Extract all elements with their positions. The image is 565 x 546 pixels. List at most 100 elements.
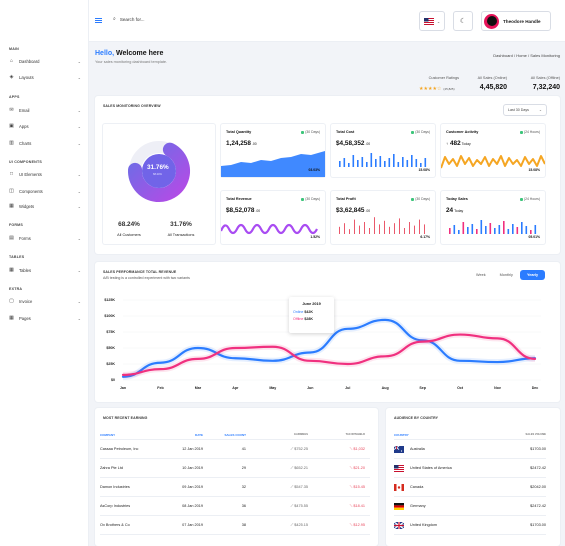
dark-mode-toggle[interactable]: ☾ <box>453 11 473 31</box>
range-select[interactable]: Last 30 Days ⌄ <box>503 104 547 116</box>
cell-tax: ⟍ $1,032 <box>308 447 365 451</box>
moon-icon: ☾ <box>459 18 467 25</box>
breadcrumb[interactable]: Dashboard / Home / Sales Monitoring <box>493 53 560 58</box>
table-row[interactable]: Australia $1703.00 <box>394 440 546 459</box>
transactions-value: 31.76% <box>170 221 192 228</box>
user-menu[interactable]: Theodore Handle <box>481 11 551 31</box>
stat-card-title: Total Cost <box>336 130 355 134</box>
language-selector[interactable]: ⌄ <box>419 11 445 31</box>
sparkline-bar <box>471 224 474 234</box>
cell-count: 38 <box>241 523 246 527</box>
period-tabs: Week Monthly Yearly <box>469 270 546 280</box>
sparkline-bar <box>462 222 465 234</box>
search-input[interactable]: Search for... <box>119 16 145 22</box>
cell-country: Canada <box>410 485 424 489</box>
table-row[interactable]: Germany $2472.42 <box>394 497 546 516</box>
sidebar-section-extra: EXTRA <box>9 287 23 291</box>
sidebar-item-email[interactable]: ✉ Email ⌄ <box>9 105 81 115</box>
menu-icon[interactable] <box>95 18 102 23</box>
stat-card-customer-activity[interactable]: Customer Activity (24 Hours) ↑ 482Today 15.0… <box>441 124 545 177</box>
sparkline-bar <box>379 224 380 234</box>
table-row[interactable]: United Kingdom $1703.00 <box>394 516 546 535</box>
cell-tax: ⟍ $12.95 <box>308 523 365 527</box>
stat-card-total-quantity[interactable]: Total Quantity (30 Days) 1,24,258.00 03.03% <box>221 124 325 177</box>
sidebar-item-apps[interactable]: ▣ Apps ⌄ <box>9 121 81 131</box>
sidebar-item-components[interactable]: ◫ Components ⌄ <box>9 186 81 196</box>
chevron-down-icon: ⌄ <box>77 123 81 129</box>
tab-monthly[interactable]: Monthly <box>499 273 513 277</box>
sparkline-bar <box>349 229 350 234</box>
sidebar-item-forms[interactable]: ▤ Forms ⌄ <box>9 233 81 243</box>
column-earnings[interactable]: EARNINGS <box>294 433 308 436</box>
column-country[interactable]: COUNTRY <box>394 432 409 437</box>
chevron-down-icon: ⌄ <box>77 267 81 273</box>
cell-tax-value: $18.41 <box>353 504 365 508</box>
page-subtitle: Your sales monitoring dashboard template… <box>95 60 168 64</box>
performance-title: SALES PERFORMANCE TOTAL REVENUE <box>103 270 177 274</box>
sparkline-bar <box>369 228 370 234</box>
arrow-up-icon: ↑ <box>446 141 448 146</box>
stat-card-period: (30 Days) <box>301 130 320 134</box>
chart-tooltip: June 2019 Online $42K Offline $28K <box>289 297 334 333</box>
chevron-down-icon: ⌄ <box>77 58 81 64</box>
cell-earn-value: $547.35 <box>294 485 308 489</box>
column-sales-volume[interactable]: SALES VOLUME <box>525 433 546 436</box>
stat-card-period: (30 Days) <box>411 130 430 134</box>
sparkline-bar <box>404 228 405 234</box>
table-row[interactable]: AsCorp Industries 08 Jan 2019 36 ⟋ $475.55 ⟍… <box>100 497 370 516</box>
sidebar-item-tables[interactable]: ▦ Tables ⌄ <box>9 265 81 275</box>
stat-card-value: $4,58,352.00 <box>336 140 370 147</box>
stat-card-percent: 03.03% <box>308 168 321 172</box>
cell-company: Cassaa Petroleum, Inc <box>100 447 139 451</box>
table-row[interactable]: Zahra Pte Ltd 10 Jan 2019 29 ⟋ $652.21 ⟍ $21… <box>100 459 370 478</box>
chevron-down-icon: ⌄ <box>77 298 81 304</box>
sparkline-bar <box>409 222 410 234</box>
stat-value-text: $8,52,078 <box>226 207 255 214</box>
sidebar-item-label: Email <box>19 107 30 113</box>
online-sales-value: 4,45,820 <box>479 84 507 91</box>
table-row[interactable]: Canada $2042.00 <box>394 478 546 497</box>
trend-up-icon: ⟋ <box>290 447 295 451</box>
tooltip-title: June 2019 <box>302 302 321 306</box>
sidebar-item-widgets[interactable]: ▦ Widgets ⌄ <box>9 201 81 211</box>
sidebar-item-layouts[interactable]: ◈ Layouts ⌄ <box>9 72 81 82</box>
table-row[interactable]: United States of America $2472.42 <box>394 459 546 478</box>
stat-card-value: 24Today <box>446 207 463 214</box>
stat-card-total-cost[interactable]: Total Cost (30 Days) $4,58,352.00 15.08% <box>331 124 435 177</box>
mail-icon: ✉ <box>9 107 14 113</box>
online-sales-label: All Sales (Online) <box>477 76 507 80</box>
column-tax[interactable]: TAX WITHHELD <box>345 433 365 436</box>
column-date[interactable]: DATE <box>195 432 203 437</box>
table-row[interactable]: Damon Industries 09 Jan 2019 32 ⟋ $547.35 ⟍ … <box>100 478 370 497</box>
sidebar-item-charts[interactable]: ▥ Charts ⌄ <box>9 138 81 148</box>
customers-value: 68.24% <box>118 221 140 228</box>
x-tick-label: Jul <box>345 386 350 390</box>
sidebar-item-pages[interactable]: ▦ Pages ⌄ <box>9 313 81 323</box>
welcome-text: Welcome here <box>116 50 164 57</box>
stat-card-today-sales[interactable]: Today Sales (24 Hours) 24Today 05.01% <box>441 191 545 244</box>
period-text: (30 Days) <box>305 197 320 201</box>
stat-card-total-profit[interactable]: Total Profit (30 Days) $3,62,845.00 6.17% <box>331 191 435 244</box>
sparkline-bar <box>534 225 537 234</box>
stat-card-title: Total Profit <box>336 197 356 201</box>
sparkline-bar <box>352 155 355 167</box>
tab-yearly[interactable]: Yearly <box>519 270 546 280</box>
period-indicator-icon <box>519 130 523 134</box>
sidebar: MAIN ⌂ Dashboard ⌄ ◈ Layouts ⌄ APPS ✉ Email ⌄ … <box>0 0 89 546</box>
search-box[interactable]: ⌕ Search for... <box>113 16 145 22</box>
tab-week[interactable]: Week <box>476 273 486 277</box>
sparkline-chart <box>339 153 427 167</box>
table-row[interactable]: Ox Brothers & Co 07 Jan 2019 38 ⟋ $425.15 ⟍ … <box>100 516 370 535</box>
sidebar-item-ui-elements[interactable]: □ UI Elements ⌄ <box>9 169 81 179</box>
stat-card-total-revenue[interactable]: Total Revenue (30 Days) $8,52,078.00 1.52% <box>221 191 325 244</box>
us-flag-icon <box>423 17 434 25</box>
sidebar-item-label: Tables <box>19 267 32 273</box>
sidebar-item-dashboard[interactable]: ⌂ Dashboard ⌄ <box>9 56 81 66</box>
sidebar-item-invoice[interactable]: ▢ Invoice ⌄ <box>9 296 81 306</box>
stat-card-period: (24 Hours) <box>519 197 540 201</box>
column-company[interactable]: COMPANY <box>100 432 116 437</box>
table-row[interactable]: Cassaa Petroleum, Inc 12 Jan 2019 41 ⟋ $752… <box>100 440 370 459</box>
column-sales-count[interactable]: SALES COUNT <box>224 432 246 437</box>
sparkline-line <box>441 155 545 169</box>
sparkline-chart <box>449 220 537 234</box>
